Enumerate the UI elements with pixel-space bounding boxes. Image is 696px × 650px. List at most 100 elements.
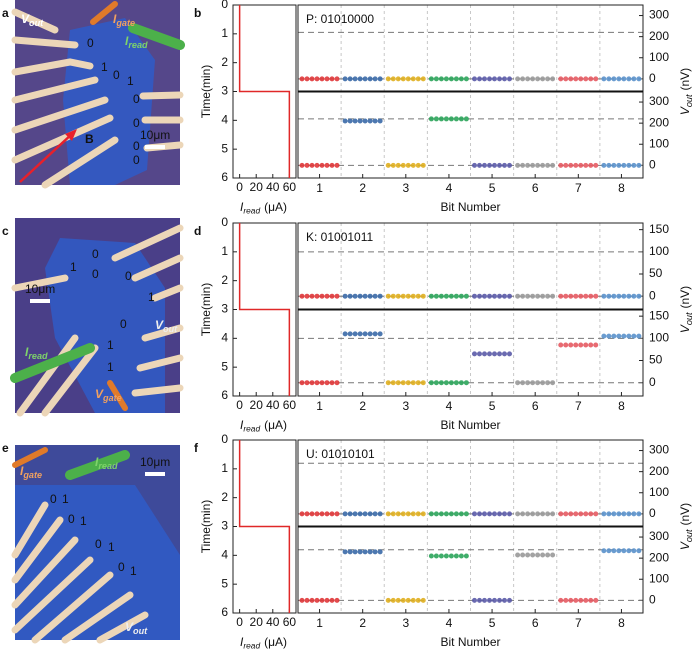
terminal-label-subscript: read <box>128 40 148 50</box>
x-tick-label: 3 <box>402 616 409 630</box>
x-tick-label: 60 <box>283 398 297 412</box>
bit-digit: 1 <box>62 492 69 506</box>
panel-letter: e <box>2 441 9 455</box>
x-tick-label: 8 <box>618 181 625 195</box>
terminal-label: Vout <box>21 12 44 28</box>
x-tick-label: 6 <box>532 616 539 630</box>
y2-tick-label: 100 <box>649 244 669 258</box>
y-axis-title: Time(min) <box>199 283 213 337</box>
chart-title: P: 01010000 <box>306 12 374 26</box>
bit-digit: 1 <box>107 360 114 374</box>
scale-bar-label: 10μm <box>140 455 170 469</box>
x-axis-title: Bit Number <box>440 200 500 214</box>
x-tick-label: 1 <box>316 616 323 630</box>
x-tick-label: 7 <box>575 399 582 413</box>
y2-tick-label: 300 <box>649 8 669 22</box>
y2-tick-label: 100 <box>649 571 669 585</box>
scale-bar-label: 10μm <box>25 282 55 296</box>
x-tick-label: 1 <box>316 181 323 195</box>
y-tick-label: 5 <box>221 576 228 590</box>
electrode <box>11 114 114 164</box>
x-tick-label: 20 <box>250 180 264 194</box>
y2-tick-label: 100 <box>649 485 669 499</box>
x-tick-label: 2 <box>359 181 366 195</box>
electrode <box>11 274 69 292</box>
bit-digit: 1 <box>70 260 77 274</box>
terminal-label-symbol: I <box>125 34 129 48</box>
x-tick-label: 8 <box>618 399 625 413</box>
bit-digit: 0 <box>133 139 140 153</box>
current-step <box>238 440 291 613</box>
y-tick-label: 4 <box>221 548 228 562</box>
electrode <box>96 611 149 644</box>
electrode <box>136 354 184 372</box>
y-tick-label: 5 <box>221 141 228 155</box>
field-label: B <box>85 132 94 146</box>
y-tick-label: 2 <box>221 490 228 504</box>
panel-letter: c <box>2 224 9 238</box>
terminal-label-symbol: V <box>21 12 30 26</box>
gate-lead <box>90 1 118 25</box>
terminal-label-symbol: I <box>20 464 24 478</box>
terminal-label-subscript: out <box>29 18 44 28</box>
x-tick-label: 60 <box>283 180 297 194</box>
electrode <box>131 254 184 282</box>
y2-tick-label: 150 <box>649 308 669 322</box>
x-tick-label: 40 <box>266 180 280 194</box>
current-step <box>238 5 291 178</box>
bit-digit: 1 <box>101 60 108 74</box>
chart-title: K: 01001011 <box>306 230 373 244</box>
scale-bar <box>145 145 165 149</box>
x-tick-label: 4 <box>446 181 453 195</box>
terminal-label-symbol: I <box>95 455 99 469</box>
y2-tick-label: 100 <box>649 331 669 345</box>
y2-tick-label: 0 <box>649 506 656 520</box>
bit-digit: 1 <box>80 514 87 528</box>
x-tick-label: 3 <box>402 399 409 413</box>
y2-axis-title-symbol: V <box>678 541 692 550</box>
bit-digit: 1 <box>107 338 114 352</box>
y2-tick-label: 0 <box>649 158 656 172</box>
read-lead <box>65 450 130 480</box>
x-tick-label: 1 <box>316 399 323 413</box>
electrode <box>41 344 99 417</box>
x-tick-label: 5 <box>489 181 496 195</box>
electrode <box>11 8 59 34</box>
read-lead <box>128 23 185 50</box>
y-tick-label: 3 <box>221 302 228 316</box>
x-tick-label: 7 <box>575 181 582 195</box>
read-lead <box>10 343 95 383</box>
y-tick-label: 0 <box>221 215 228 229</box>
x-tick-label: 8 <box>618 616 625 630</box>
x-tick-label: 3 <box>402 181 409 195</box>
terminal-label: Iread <box>95 455 118 471</box>
electrode <box>61 591 134 644</box>
y2-axis-title-symbol: V <box>678 324 692 333</box>
y2-tick-label: 200 <box>649 550 669 564</box>
x-tick-label: 0 <box>236 398 243 412</box>
y2-tick-label: 100 <box>649 136 669 150</box>
device-region <box>63 18 155 185</box>
y2-tick-label: 0 <box>649 375 656 389</box>
y2-tick-label: 0 <box>649 288 656 302</box>
bit-digit: 0 <box>95 537 102 551</box>
x-axis-title-subscript: read <box>243 206 260 216</box>
y2-tick-label: 50 <box>649 353 663 367</box>
bit-digit: 1 <box>130 564 137 578</box>
scale-bar <box>30 299 50 303</box>
terminal-label-subscript: gate <box>102 393 122 403</box>
y2-tick-label: 0 <box>649 593 656 607</box>
electrode <box>139 91 184 100</box>
x-tick-label: 6 <box>532 399 539 413</box>
terminal-label-subscript: out <box>163 324 178 334</box>
x-axis-title: Iread (μA) <box>240 418 287 434</box>
y2-axis-title-unit: (nV) <box>678 503 692 526</box>
bit-digit: 0 <box>133 92 140 106</box>
x-axis-title-unit: (μA) <box>264 418 287 432</box>
y2-axis-title-subscript: out <box>684 94 694 107</box>
y2-axis-title-symbol: V <box>678 106 692 115</box>
y-tick-label: 1 <box>221 244 228 258</box>
electrode <box>11 516 64 584</box>
